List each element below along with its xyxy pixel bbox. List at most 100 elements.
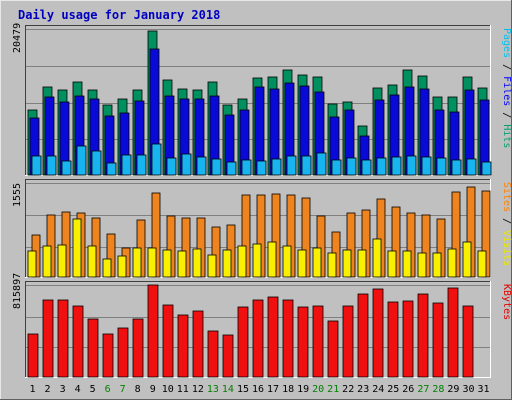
hits-bar-pages-day-15 xyxy=(241,159,252,176)
x-tick-day-27: 27 xyxy=(417,384,429,395)
x-tick-day-30: 30 xyxy=(462,384,474,395)
x-tick-day-19: 19 xyxy=(297,384,309,395)
x-tick-day-6: 6 xyxy=(105,384,111,395)
x-tick-day-3: 3 xyxy=(60,384,66,395)
visits-bar-sites-day-1 xyxy=(27,250,37,278)
chart-panels: 20479 Pages / Files / Hits 1555 Sites / Vis… xyxy=(12,23,512,378)
hits-bar-pages-day-25 xyxy=(391,156,402,176)
hits-bar-pages-day-31 xyxy=(481,161,492,176)
x-tick-day-16: 16 xyxy=(252,384,264,395)
x-tick-day-14: 14 xyxy=(222,384,234,395)
hits-bar-pages-day-21 xyxy=(331,159,342,176)
kbytes-bar-kbytes-day-17 xyxy=(267,296,279,378)
hits-bar-pages-day-9 xyxy=(151,143,162,176)
visits-bar-sites-day-5 xyxy=(87,245,97,278)
hits-bar-pages-day-17 xyxy=(271,158,282,176)
hits-bar-pages-day-19 xyxy=(301,155,312,176)
kbytes-bar-kbytes-day-23 xyxy=(357,293,369,378)
hits-bar-pages-day-2 xyxy=(46,155,57,176)
kbytes-axis-label: KBytes xyxy=(501,284,512,320)
hits-bar-pages-day-23 xyxy=(361,159,372,176)
visits-bar-sites-day-24 xyxy=(372,238,382,278)
kbytes-bar-kbytes-day-5 xyxy=(87,318,99,378)
x-tick-day-11: 11 xyxy=(177,384,189,395)
kbytes-bar-kbytes-day-15 xyxy=(237,306,249,378)
x-tick-day-24: 24 xyxy=(372,384,384,395)
kbytes-bar-kbytes-day-25 xyxy=(387,301,399,378)
visits-bar-sites-day-13 xyxy=(207,254,217,278)
kbytes-bar-kbytes-day-19 xyxy=(297,306,309,378)
visits-bar-sites-day-23 xyxy=(357,249,367,278)
hits-bar-pages-day-27 xyxy=(421,156,432,176)
kbytes-bar-kbytes-day-29 xyxy=(447,287,459,378)
x-tick-day-28: 28 xyxy=(432,384,444,395)
visits-bar-sites-day-2 xyxy=(42,245,52,278)
visits-bar-sites-day-11 xyxy=(177,250,187,278)
kbytes-bar-kbytes-day-6 xyxy=(102,333,114,378)
hits-axis-label-part: Pages xyxy=(501,28,512,58)
hits-axis-label-part: Files xyxy=(501,76,512,106)
x-tick-day-15: 15 xyxy=(237,384,249,395)
kbytes-bar-kbytes-day-22 xyxy=(342,305,354,378)
hits-axis-label-part: / xyxy=(501,106,512,124)
kbytes-bar-kbytes-day-10 xyxy=(162,304,174,378)
visits-bar-sites-day-7 xyxy=(117,255,127,278)
x-tick-day-21: 21 xyxy=(327,384,339,395)
hits-bar-pages-day-3 xyxy=(61,160,72,176)
x-tick-day-31: 31 xyxy=(477,384,489,395)
visits-axis-label-part: Sites xyxy=(501,182,512,212)
kbytes-bar-kbytes-day-9 xyxy=(147,284,159,378)
hits-bar-pages-day-12 xyxy=(196,156,207,176)
x-tick-day-5: 5 xyxy=(90,384,96,395)
chart-title: Daily usage for January 2018 xyxy=(18,8,220,22)
x-tick-day-18: 18 xyxy=(282,384,294,395)
hits-bar-pages-day-13 xyxy=(211,158,222,176)
x-tick-day-10: 10 xyxy=(162,384,174,395)
hits-bar-pages-day-8 xyxy=(136,154,147,176)
visits-bar-sites-day-14 xyxy=(222,249,232,278)
visits-bar-sites-day-25 xyxy=(387,250,397,278)
kbytes-bar-kbytes-day-21 xyxy=(327,320,339,378)
hits-bar-pages-day-5 xyxy=(91,150,102,176)
hits-axis-label-part: / xyxy=(501,58,512,76)
x-tick-day-8: 8 xyxy=(135,384,141,395)
hits-bar-pages-day-6 xyxy=(106,162,117,176)
x-tick-day-2: 2 xyxy=(44,384,50,395)
visits-bar-sites-day-15 xyxy=(237,245,247,278)
visits-bar-sites-day-6 xyxy=(102,258,112,278)
hits-bar-pages-day-22 xyxy=(346,157,357,176)
x-tick-day-23: 23 xyxy=(357,384,369,395)
kbytes-bar-kbytes-day-12 xyxy=(192,310,204,378)
kbytes-bar-kbytes-day-3 xyxy=(57,299,69,378)
hits-bar-pages-day-11 xyxy=(181,153,192,176)
visits-bar-sites-day-19 xyxy=(297,249,307,278)
kbytes-bar-kbytes-day-24 xyxy=(372,288,384,378)
visits-bar-sites-day-30 xyxy=(462,241,472,278)
visits-bar-sites-day-4 xyxy=(72,218,82,278)
hits-bar-pages-day-4 xyxy=(76,145,87,176)
visits-bar-sites-day-17 xyxy=(267,241,277,278)
panel-hits: 20479 Pages / Files / Hits xyxy=(12,23,512,176)
visits-bar-sites-day-20 xyxy=(312,247,322,278)
visits-bar-sites-day-3 xyxy=(57,244,67,278)
x-tick-day-13: 13 xyxy=(207,384,219,395)
x-tick-day-9: 9 xyxy=(150,384,156,395)
kbytes-bar-kbytes-day-16 xyxy=(252,299,264,378)
x-tick-day-26: 26 xyxy=(402,384,414,395)
panel-kbytes: 815897 KBytes xyxy=(12,273,512,378)
kbytes-bar-kbytes-day-13 xyxy=(207,330,219,378)
hits-ymax-label: 20479 xyxy=(12,23,23,53)
hits-bar-pages-day-26 xyxy=(406,155,417,176)
kbytes-ymax-label: 815897 xyxy=(12,273,23,309)
kbytes-bar-kbytes-day-27 xyxy=(417,293,429,378)
kbytes-bar-kbytes-day-1 xyxy=(27,333,39,378)
visits-bar-sites-day-28 xyxy=(432,252,442,278)
x-tick-day-20: 20 xyxy=(312,384,324,395)
kbytes-bar-kbytes-day-7 xyxy=(117,327,129,378)
hits-axis-label: Pages / Files / Hits xyxy=(501,28,512,148)
hits-bar-pages-day-28 xyxy=(436,157,447,176)
hits-bar-pages-day-10 xyxy=(166,157,177,176)
visits-bar-sites-day-26 xyxy=(402,250,412,278)
x-tick-day-7: 7 xyxy=(120,384,126,395)
